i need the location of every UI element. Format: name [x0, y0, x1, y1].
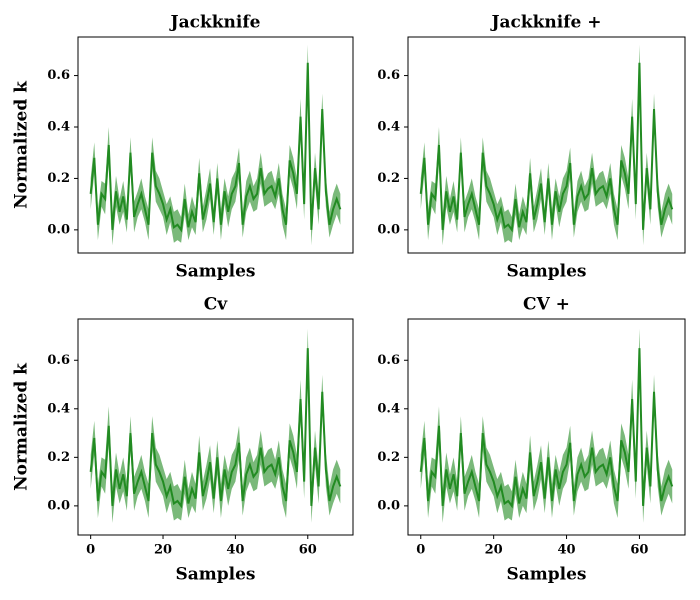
y-tick-label: 0.2: [377, 450, 400, 465]
y-tick-label: 0.6: [47, 353, 70, 368]
x-axis-label: Samples: [506, 262, 586, 282]
y-tick-label: 0.4: [47, 401, 70, 416]
error-band: [420, 328, 673, 523]
subplot-title: Cv: [204, 295, 229, 315]
x-axis-label: Samples: [506, 565, 586, 585]
y-tick-label: 0.4: [47, 120, 70, 135]
x-tick-label: 60: [630, 543, 648, 558]
axes-frame: [407, 318, 686, 536]
y-tick-label: 0.2: [377, 171, 400, 186]
y-axis-label: Normalized k: [12, 362, 32, 491]
error-band: [90, 44, 341, 246]
y-tick-label: 0.0: [377, 498, 400, 513]
y-tick-label: 0.2: [47, 450, 70, 465]
axes-frame: [77, 318, 354, 536]
y-tick-label: 0.0: [47, 498, 70, 513]
y-tick-label: 0.6: [47, 68, 70, 83]
x-tick-label: 60: [299, 543, 317, 558]
y-tick-label: 0.2: [47, 171, 70, 186]
error-band: [420, 44, 673, 246]
line: [89, 62, 342, 233]
line: [419, 62, 674, 233]
x-tick-label: 20: [154, 543, 172, 558]
y-tick-label: 0.0: [47, 222, 70, 237]
x-tick-label: 20: [485, 543, 503, 558]
y-axis-label: Normalized k: [12, 80, 32, 209]
subplot-title: Jackknife: [169, 13, 261, 33]
axes-frame: [407, 36, 686, 254]
axes-frame: [77, 36, 354, 254]
line: [89, 348, 342, 509]
error-band: [90, 328, 341, 523]
x-tick-label: 0: [86, 543, 95, 558]
subplot-title: CV +: [523, 295, 570, 315]
y-tick-label: 0.6: [377, 353, 400, 368]
y-tick-label: 0.6: [377, 68, 400, 83]
x-tick-label: 40: [557, 543, 575, 558]
y-tick-label: 0.4: [377, 401, 400, 416]
x-tick-label: 40: [226, 543, 244, 558]
subplot-title: Jackknife +: [489, 13, 601, 33]
y-tick-label: 0.4: [377, 120, 400, 135]
x-tick-label: 0: [416, 543, 425, 558]
x-axis-label: Samples: [175, 262, 255, 282]
x-axis-label: Samples: [175, 565, 255, 585]
line: [419, 348, 674, 509]
y-tick-label: 0.0: [377, 222, 400, 237]
